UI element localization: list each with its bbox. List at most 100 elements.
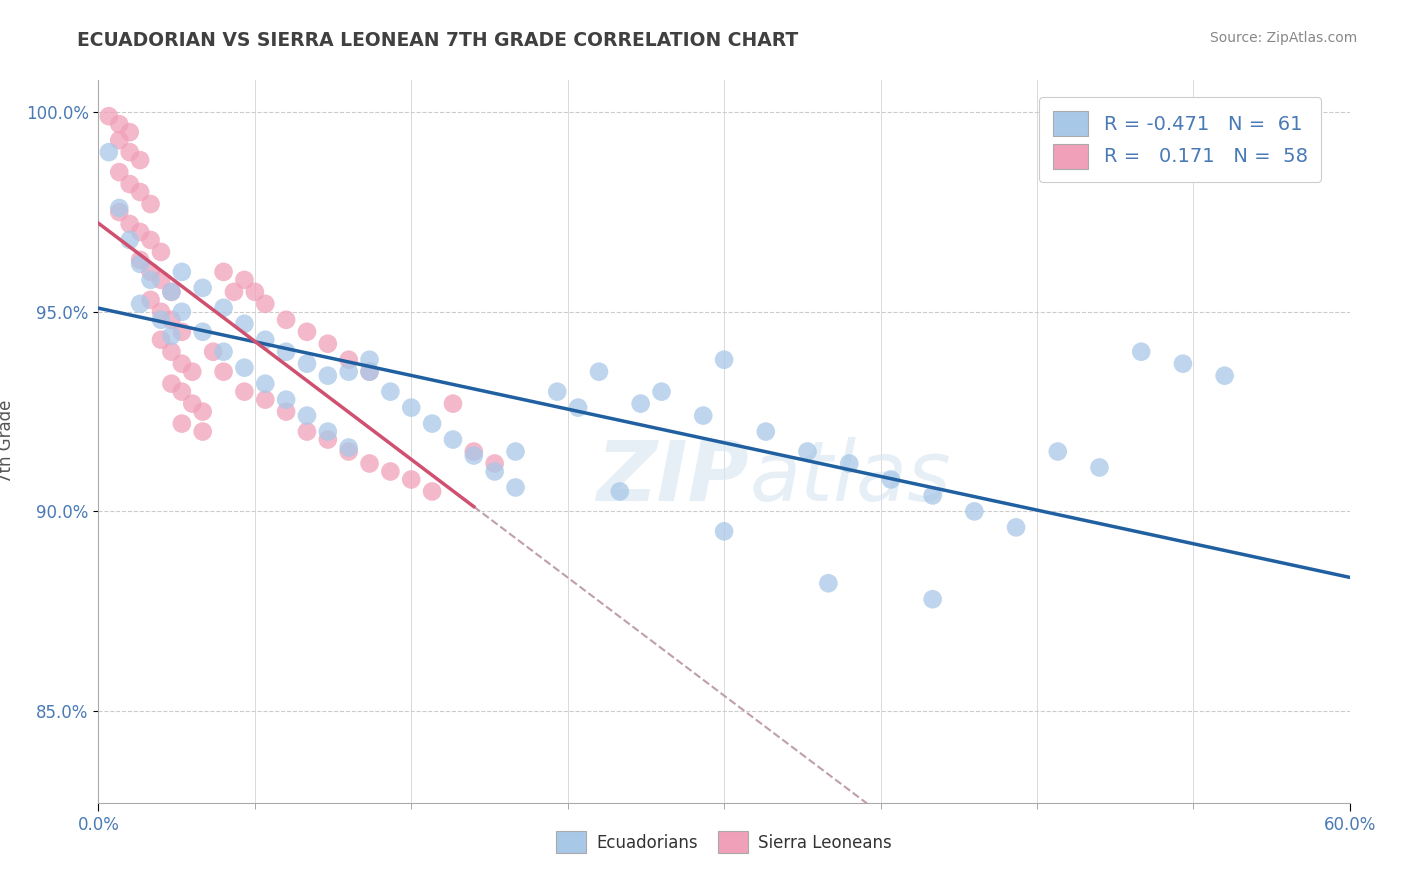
Point xyxy=(359,365,381,379)
Point xyxy=(420,484,443,499)
Point xyxy=(359,365,381,379)
Point xyxy=(337,444,360,458)
Point xyxy=(316,433,339,447)
Point xyxy=(129,297,152,311)
Point xyxy=(713,352,735,367)
Point xyxy=(692,409,714,423)
Point xyxy=(118,125,141,139)
Point xyxy=(129,257,152,271)
Point xyxy=(316,368,339,383)
Point xyxy=(484,457,506,471)
Point xyxy=(233,273,256,287)
Point xyxy=(274,404,298,418)
Point xyxy=(963,504,986,518)
Point xyxy=(150,305,173,319)
Point xyxy=(651,384,673,399)
Point xyxy=(337,352,360,367)
Point xyxy=(170,384,193,399)
Point xyxy=(441,396,464,410)
Point xyxy=(1088,460,1111,475)
Point xyxy=(921,488,943,502)
Point xyxy=(129,252,152,267)
Point xyxy=(181,396,204,410)
Point xyxy=(817,576,839,591)
Point xyxy=(150,244,173,259)
Point xyxy=(170,357,193,371)
Point xyxy=(160,285,183,299)
Point xyxy=(108,201,131,215)
Text: ZIP: ZIP xyxy=(596,437,749,518)
Point xyxy=(316,336,339,351)
Point xyxy=(713,524,735,539)
Point xyxy=(546,384,568,399)
Point xyxy=(129,225,152,239)
Point xyxy=(233,360,256,375)
Point xyxy=(254,376,277,391)
Point xyxy=(484,465,506,479)
Text: ECUADORIAN VS SIERRA LEONEAN 7TH GRADE CORRELATION CHART: ECUADORIAN VS SIERRA LEONEAN 7TH GRADE C… xyxy=(77,31,799,50)
Point xyxy=(295,325,318,339)
Point xyxy=(401,473,423,487)
Point xyxy=(463,449,485,463)
Point xyxy=(97,109,120,123)
Point xyxy=(380,465,402,479)
Point xyxy=(838,457,860,471)
Point xyxy=(108,133,131,147)
Point xyxy=(170,417,193,431)
Point xyxy=(316,425,339,439)
Point xyxy=(202,344,225,359)
Y-axis label: 7th Grade: 7th Grade xyxy=(0,400,14,483)
Point xyxy=(150,333,173,347)
Point xyxy=(212,301,235,315)
Point xyxy=(463,444,485,458)
Point xyxy=(160,285,183,299)
Point xyxy=(1130,344,1153,359)
Point xyxy=(401,401,423,415)
Point xyxy=(150,313,173,327)
Point xyxy=(160,313,183,327)
Point xyxy=(129,153,152,168)
Point xyxy=(139,197,162,211)
Point xyxy=(139,233,162,247)
Point xyxy=(118,145,141,160)
Point xyxy=(160,376,183,391)
Point xyxy=(108,205,131,219)
Point xyxy=(295,425,318,439)
Point xyxy=(222,285,245,299)
Point xyxy=(191,404,214,418)
Point xyxy=(150,273,173,287)
Point xyxy=(1213,368,1236,383)
Point xyxy=(254,392,277,407)
Point xyxy=(191,281,214,295)
Point xyxy=(505,480,527,494)
Point xyxy=(191,425,214,439)
Point xyxy=(630,396,652,410)
Point xyxy=(274,313,298,327)
Point xyxy=(243,285,266,299)
Point xyxy=(505,444,527,458)
Point xyxy=(921,592,943,607)
Point xyxy=(880,473,903,487)
Point xyxy=(118,233,141,247)
Point xyxy=(139,273,162,287)
Point xyxy=(129,185,152,199)
Point xyxy=(233,384,256,399)
Point xyxy=(274,344,298,359)
Point xyxy=(796,444,818,458)
Point xyxy=(118,217,141,231)
Point xyxy=(441,433,464,447)
Point xyxy=(139,265,162,279)
Point xyxy=(380,384,402,399)
Point xyxy=(118,177,141,191)
Point xyxy=(337,365,360,379)
Point xyxy=(359,352,381,367)
Point xyxy=(233,317,256,331)
Point xyxy=(567,401,589,415)
Point xyxy=(588,365,610,379)
Legend: Ecuadorians, Sierra Leoneans: Ecuadorians, Sierra Leoneans xyxy=(550,825,898,860)
Point xyxy=(1005,520,1028,534)
Point xyxy=(254,297,277,311)
Point xyxy=(170,325,193,339)
Point xyxy=(295,357,318,371)
Point xyxy=(97,145,120,160)
